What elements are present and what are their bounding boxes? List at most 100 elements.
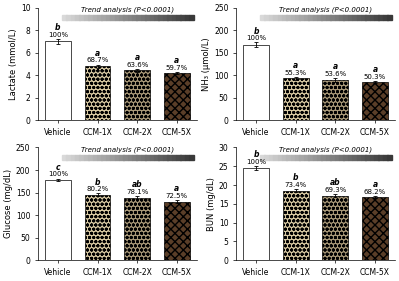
Bar <box>145 15 150 20</box>
Bar <box>326 155 330 160</box>
Bar <box>93 15 97 20</box>
Bar <box>150 155 154 160</box>
Bar <box>185 15 190 20</box>
Bar <box>348 155 352 160</box>
Bar <box>370 15 374 20</box>
Bar <box>164 201 190 260</box>
Bar <box>88 155 93 160</box>
Text: 78.1%: 78.1% <box>126 189 148 194</box>
Bar <box>379 15 383 20</box>
Bar <box>352 155 357 160</box>
Bar <box>176 15 181 20</box>
Bar <box>106 155 111 160</box>
Bar <box>128 15 132 20</box>
Bar <box>269 155 273 160</box>
Bar <box>243 45 269 120</box>
Bar <box>128 155 132 160</box>
Text: b: b <box>253 151 259 160</box>
Bar <box>313 15 317 20</box>
Bar <box>365 15 370 20</box>
Bar <box>119 15 124 20</box>
Text: 63.6%: 63.6% <box>126 62 148 68</box>
Text: a: a <box>293 61 298 70</box>
Bar <box>180 15 185 20</box>
Bar <box>97 15 102 20</box>
Text: Trend analysis (P<0.0001): Trend analysis (P<0.0001) <box>81 146 174 153</box>
Bar <box>317 155 322 160</box>
Bar <box>163 155 168 160</box>
Bar <box>66 15 71 20</box>
Bar <box>330 15 335 20</box>
Bar <box>119 155 124 160</box>
Bar <box>362 197 388 260</box>
Bar <box>164 73 190 120</box>
Bar <box>45 42 71 120</box>
Bar <box>379 155 383 160</box>
Bar <box>265 155 269 160</box>
Bar <box>352 15 357 20</box>
Bar <box>291 15 295 20</box>
Text: 53.6%: 53.6% <box>324 71 346 77</box>
Bar <box>167 15 172 20</box>
Bar <box>322 80 348 120</box>
Bar <box>295 15 300 20</box>
Bar <box>75 155 80 160</box>
Bar <box>365 155 370 160</box>
Bar <box>71 155 75 160</box>
Text: 68.7%: 68.7% <box>87 57 109 64</box>
Bar <box>150 15 154 20</box>
Bar <box>84 155 89 160</box>
Bar <box>282 155 286 160</box>
Bar <box>115 155 119 160</box>
Bar <box>348 15 352 20</box>
Bar <box>145 155 150 160</box>
Text: 55.3%: 55.3% <box>284 70 307 76</box>
Bar <box>180 155 185 160</box>
Text: 100%: 100% <box>48 32 68 38</box>
Y-axis label: NH₃ (μmol/L): NH₃ (μmol/L) <box>202 37 211 91</box>
Bar <box>335 155 339 160</box>
Bar <box>308 155 313 160</box>
Bar <box>357 15 361 20</box>
Bar <box>79 15 84 20</box>
Bar <box>339 15 344 20</box>
Text: 69.3%: 69.3% <box>324 187 346 193</box>
Bar <box>339 155 344 160</box>
Bar <box>154 155 159 160</box>
Bar <box>322 155 326 160</box>
Bar <box>344 15 348 20</box>
Bar <box>260 15 265 20</box>
Text: 100%: 100% <box>246 35 266 41</box>
Bar <box>167 155 172 160</box>
Bar <box>278 15 282 20</box>
Text: Trend analysis (P<0.0001): Trend analysis (P<0.0001) <box>279 146 372 153</box>
Bar <box>362 82 388 120</box>
Text: a: a <box>135 53 140 62</box>
Bar <box>97 155 102 160</box>
Bar <box>189 15 194 20</box>
Bar <box>291 155 295 160</box>
Text: Trend analysis (P<0.0001): Trend analysis (P<0.0001) <box>81 6 174 13</box>
Bar <box>300 15 304 20</box>
Bar <box>273 15 278 20</box>
Bar <box>361 155 365 160</box>
Bar <box>344 155 348 160</box>
Bar <box>283 78 308 120</box>
Bar <box>273 155 278 160</box>
Bar <box>141 155 146 160</box>
Bar <box>374 155 379 160</box>
Bar <box>154 15 159 20</box>
Text: b: b <box>253 27 259 36</box>
Bar <box>243 168 269 260</box>
Bar <box>176 155 181 160</box>
Bar <box>85 66 111 120</box>
Bar <box>84 15 89 20</box>
Bar <box>62 155 67 160</box>
Bar <box>101 15 106 20</box>
Y-axis label: Glucose (mg/dL): Glucose (mg/dL) <box>4 169 13 238</box>
Bar <box>124 198 150 260</box>
Bar <box>123 155 128 160</box>
Bar <box>317 15 322 20</box>
Text: 72.5%: 72.5% <box>166 193 188 199</box>
Bar <box>172 15 176 20</box>
